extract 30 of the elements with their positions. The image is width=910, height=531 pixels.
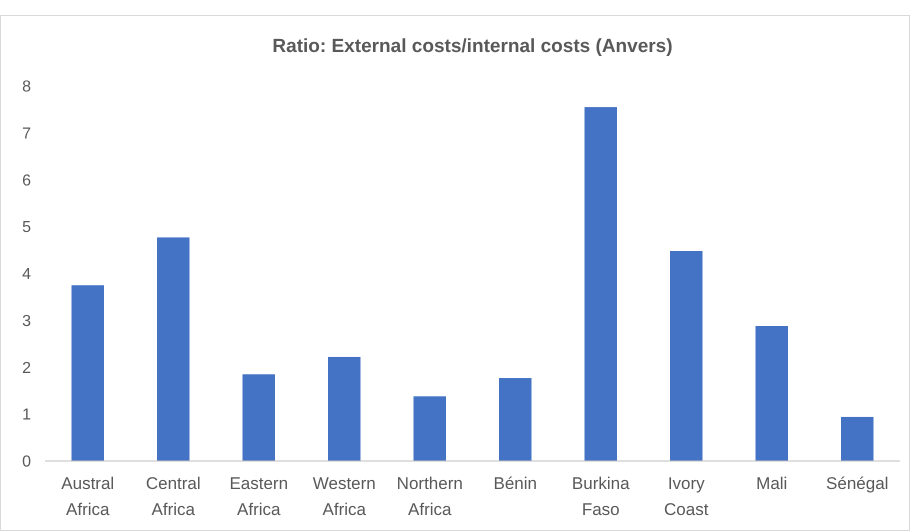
y-tick-label: 3 xyxy=(22,312,32,330)
y-tick-label: 2 xyxy=(22,360,32,377)
x-tick-label: Austral Africa xyxy=(61,474,114,519)
y-tick-label: 0 xyxy=(22,454,32,471)
x-tick-label: Burkina Faso xyxy=(572,474,630,519)
bar xyxy=(841,416,874,461)
x-tick-label: Ivory Coast xyxy=(664,474,709,519)
x-tick-label: Central Africa xyxy=(146,474,201,519)
y-tick-label: 5 xyxy=(22,219,32,236)
x-tick-label: Sénégal xyxy=(826,474,888,493)
x-tick-label: Eastern Africa xyxy=(229,474,288,519)
bar xyxy=(72,285,104,461)
x-tick-label: Western Africa xyxy=(312,474,376,519)
y-tick-label: 6 xyxy=(22,172,32,190)
chart-title: Ratio: External costs/internal costs (Anvers) xyxy=(272,36,673,57)
y-tick-label: 7 xyxy=(22,125,32,142)
bar xyxy=(328,356,360,461)
bar xyxy=(414,396,446,461)
bar xyxy=(670,251,702,461)
bar xyxy=(157,237,190,461)
x-tick-label: Mali xyxy=(756,474,788,493)
y-tick-label: 1 xyxy=(22,406,32,424)
y-tick-label: 8 xyxy=(22,78,32,96)
bar xyxy=(756,326,788,461)
bar xyxy=(242,374,275,461)
x-tick-label: Northern Africa xyxy=(396,474,463,519)
y-tick-label: 4 xyxy=(22,266,32,284)
bar xyxy=(584,107,617,461)
bar xyxy=(499,378,532,461)
x-tick-label: Bénin xyxy=(494,474,537,493)
